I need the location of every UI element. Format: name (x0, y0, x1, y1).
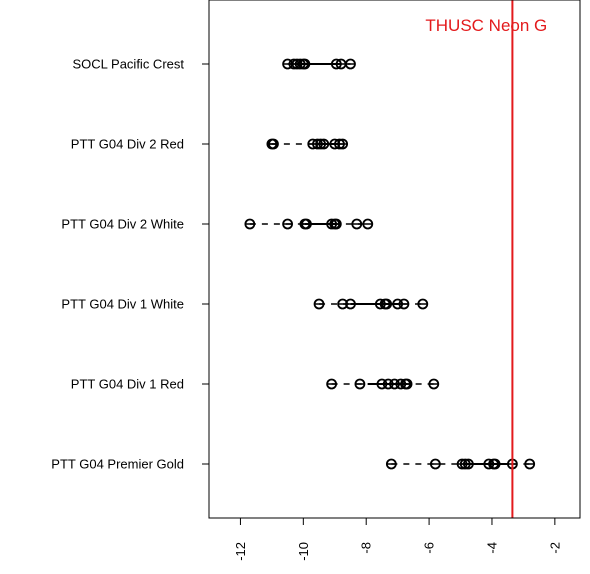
series-row (313, 298, 429, 310)
category-label: PTT G04 Div 1 Red (71, 377, 184, 392)
category-label: PTT G04 Div 1 White (61, 297, 184, 312)
category-label: PTT G04 Premier Gold (51, 457, 184, 472)
category-label: SOCL Pacific Crest (73, 57, 185, 72)
x-tick-label: -12 (233, 542, 248, 561)
series-row (244, 218, 374, 230)
x-axis: -12 -10 -8 -6 -4 -2 (233, 518, 562, 561)
category-label: PTT G04 Div 2 Red (71, 137, 184, 152)
series-row (385, 458, 536, 470)
x-tick-label: -6 (422, 542, 437, 554)
x-tick-label: -2 (547, 542, 562, 554)
category-label: PTT G04 Div 2 White (61, 217, 184, 232)
x-tick-label: -4 (484, 542, 499, 554)
x-tick-label: -10 (296, 542, 311, 561)
category-labels: SOCL Pacific Crest PTT G04 Div 2 Red PTT G… (51, 57, 209, 472)
reference-label: THUSC Neon G (425, 16, 547, 35)
x-tick-label: -8 (359, 542, 374, 554)
reference-layer: THUSC Neon G (425, 0, 547, 518)
series-row (326, 378, 440, 390)
plot-frame (208, 0, 581, 519)
series-row (266, 138, 349, 150)
series-row (282, 58, 356, 70)
series-layer (244, 58, 536, 470)
